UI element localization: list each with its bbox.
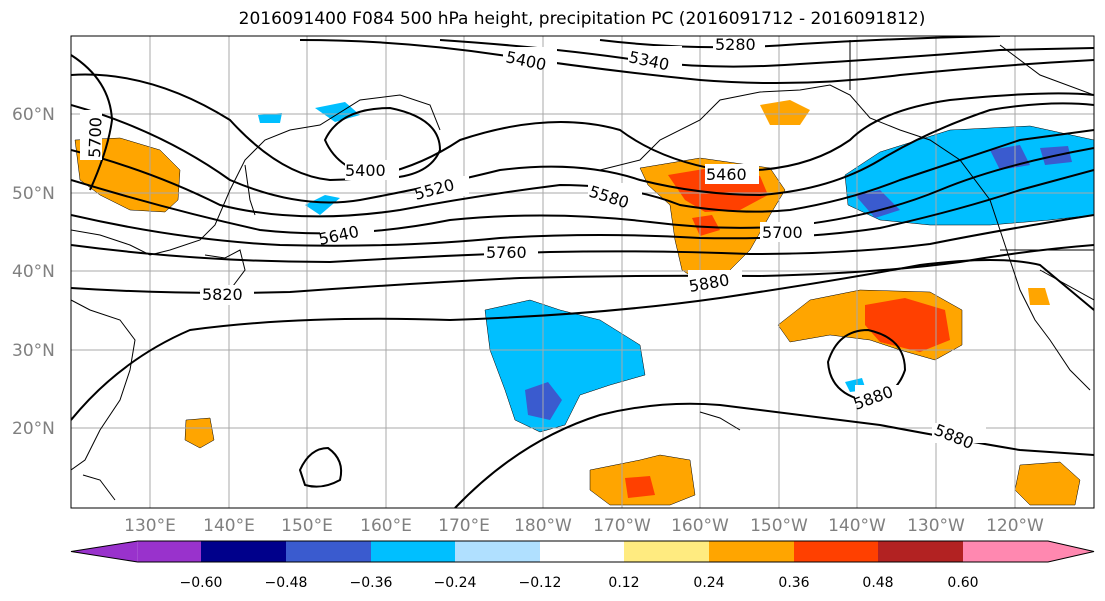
precip-strong-region bbox=[625, 476, 655, 498]
colorbar-tick-label: −0.24 bbox=[434, 575, 477, 591]
contour-label: 5700 bbox=[762, 223, 803, 242]
contour-label: 5760 bbox=[486, 243, 527, 262]
colorbar-segment bbox=[201, 541, 286, 562]
lon-axis: 130°E 140°E 150°E 160°E 170°E 180°W 170°… bbox=[124, 516, 1044, 536]
colorbar-tick-label: 0.36 bbox=[778, 575, 809, 591]
colorbar-extend-min bbox=[71, 541, 138, 562]
colorbar-ticks: −0.60 −0.48 −0.36 −0.24 −0.12 0.12 0.24 … bbox=[180, 575, 979, 591]
colorbar-segment bbox=[540, 541, 624, 562]
lon-label: 140°E bbox=[203, 516, 255, 536]
lon-label: 130°E bbox=[124, 516, 176, 536]
lon-label: 160°W bbox=[671, 516, 729, 536]
colorbar-tick-label: 0.24 bbox=[693, 575, 724, 591]
colorbar-segment bbox=[138, 541, 201, 562]
colorbar-tick-label: −0.12 bbox=[519, 575, 562, 591]
lon-label: 150°W bbox=[750, 516, 808, 536]
lon-label: 140°W bbox=[828, 516, 886, 536]
colorbar-extend-max bbox=[1048, 541, 1094, 562]
contour-label: 5460 bbox=[706, 165, 747, 184]
contour-label: 5820 bbox=[202, 285, 243, 304]
lon-label: 150°E bbox=[281, 516, 333, 536]
colorbar-segment bbox=[878, 541, 963, 562]
colorbar-segment bbox=[709, 541, 794, 562]
colorbar-segment bbox=[624, 541, 709, 562]
colorbar-segment bbox=[455, 541, 540, 562]
colorbar-segment bbox=[371, 541, 455, 562]
lat-label: 20°N bbox=[12, 419, 55, 439]
lon-label: 170°E bbox=[438, 516, 490, 536]
contour-label: 5700 bbox=[85, 117, 105, 158]
lat-axis: 60°N 50°N 40°N 30°N 20°N bbox=[12, 105, 55, 439]
colorbar-tick-label: −0.36 bbox=[350, 575, 393, 591]
colorbar-segment bbox=[286, 541, 371, 562]
lat-label: 40°N bbox=[12, 262, 55, 282]
colorbar-tick-label: −0.60 bbox=[180, 575, 223, 591]
lon-label: 180°W bbox=[514, 516, 572, 536]
lon-label: 160°E bbox=[360, 516, 412, 536]
colorbar-tick-label: 0.60 bbox=[947, 575, 978, 591]
colorbar bbox=[71, 541, 1094, 562]
colorbar-segment bbox=[963, 541, 1048, 562]
colorbar-tick-label: −0.48 bbox=[265, 575, 308, 591]
colorbar-tick-label: 0.48 bbox=[862, 575, 893, 591]
lat-label: 30°N bbox=[12, 341, 55, 361]
lon-label: 120°W bbox=[986, 516, 1044, 536]
colorbar-segment bbox=[794, 541, 878, 562]
lat-label: 60°N bbox=[12, 105, 55, 125]
lat-label: 50°N bbox=[12, 184, 55, 204]
contour-label: 5280 bbox=[715, 35, 756, 54]
contour-label: 5400 bbox=[345, 161, 386, 180]
lon-label: 170°W bbox=[593, 516, 651, 536]
lon-label: 130°W bbox=[907, 516, 965, 536]
colorbar-tick-label: 0.12 bbox=[608, 575, 639, 591]
